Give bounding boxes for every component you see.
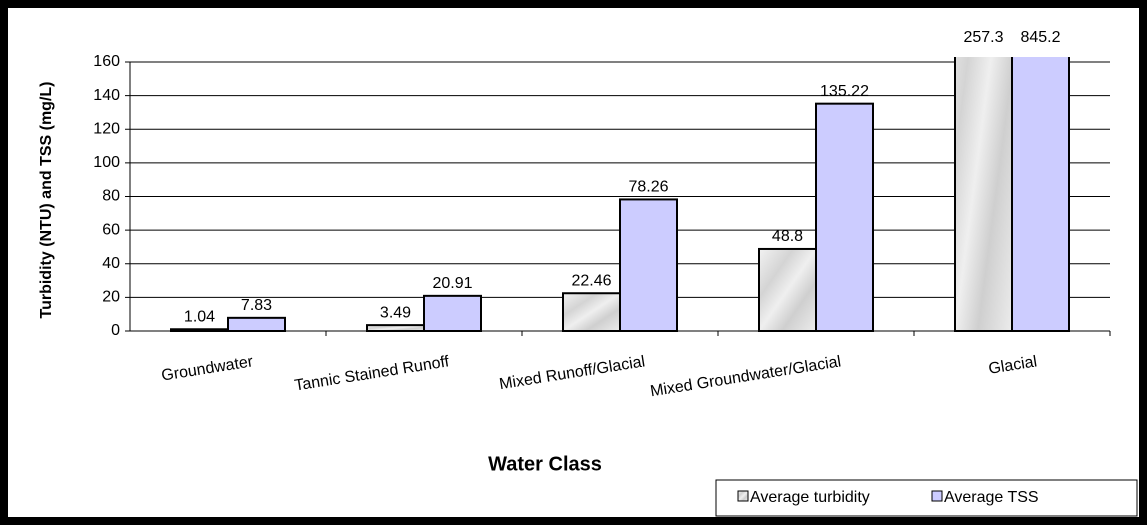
- bars: [170, 57, 1070, 333]
- legend: [715, 479, 1138, 517]
- legend-swatch: [931, 490, 943, 502]
- value-label: 78.26: [628, 179, 668, 196]
- value-label: 257.3: [963, 29, 1003, 46]
- bar: [423, 294, 482, 332]
- value-label: 20.91: [432, 275, 472, 292]
- bar: [562, 292, 621, 333]
- bar: [758, 247, 817, 332]
- value-label: 3.49: [380, 304, 411, 321]
- y-tick-label: 40: [102, 255, 120, 272]
- y-tick-label: 20: [102, 289, 120, 306]
- y-tick-label: 120: [93, 120, 120, 137]
- legend-label: Average TSS: [944, 489, 1039, 506]
- bar: [619, 198, 678, 332]
- y-tick-label: 80: [102, 188, 120, 205]
- value-label: 845.2: [1020, 29, 1060, 46]
- value-label: 22.46: [571, 272, 611, 289]
- y-tick-label: 60: [102, 221, 120, 238]
- y-axis-title: Turbidity (NTU) and TSS (mg/L): [38, 81, 55, 318]
- bar: [227, 316, 286, 333]
- value-label: 135.22: [820, 83, 869, 100]
- y-tick-label: 160: [93, 53, 120, 70]
- legend-swatch: [737, 490, 749, 502]
- x-axis-title: Water Class: [488, 453, 602, 475]
- y-tick-label: 100: [93, 154, 120, 171]
- bar: [366, 324, 425, 333]
- y-tick-label: 140: [93, 87, 120, 104]
- y-tick-label: 0: [111, 322, 120, 339]
- value-label: 1.04: [184, 308, 215, 325]
- legend-label: Average turbidity: [750, 489, 870, 506]
- value-label: 7.83: [241, 297, 272, 314]
- bar: [1011, 57, 1070, 332]
- bar: [815, 102, 874, 332]
- value-label: 48.8: [772, 228, 803, 245]
